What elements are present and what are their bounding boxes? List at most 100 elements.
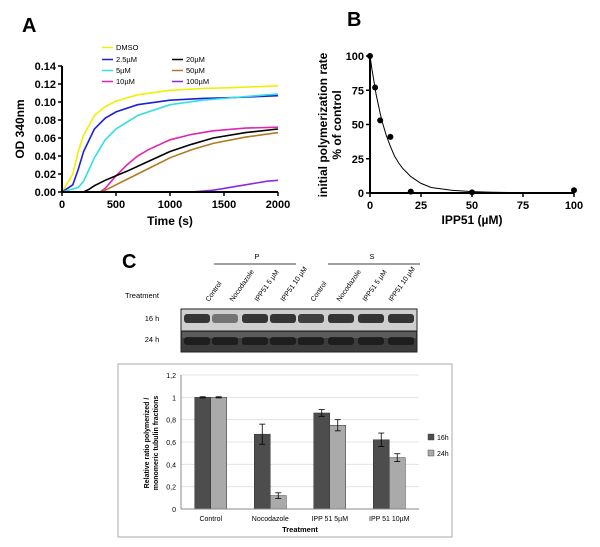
legend-swatch <box>427 433 435 441</box>
lane-label: IPP51 5 µM <box>362 269 389 303</box>
y-ticks: 0.00 0.02 0.04 0.06 0.08 0.10 0.12 0.14 <box>35 61 62 199</box>
x-axis-title: Time (s) <box>147 214 193 228</box>
row-header-treatment: Treatment <box>125 291 160 300</box>
band-24h <box>184 337 210 345</box>
x-ticks: 0 25 50 75 100 <box>367 193 583 212</box>
data-point <box>377 117 384 124</box>
group-label-p: P <box>254 252 259 261</box>
band-16h <box>242 314 268 323</box>
y-tick-label: 1,2 <box>166 373 176 380</box>
band-24h <box>298 337 324 345</box>
y-axis-title-line-1: Relative ratio polymerized / <box>144 398 151 489</box>
lane-label: Nocodazole <box>336 269 363 303</box>
row-label-24h: 24 h <box>145 335 160 344</box>
y-tick-label: 0.02 <box>35 169 56 181</box>
bar-24h-2 <box>329 425 346 510</box>
y-tick-label: 0.12 <box>35 79 56 91</box>
legend-label: DMSO <box>116 43 139 52</box>
series-line-2 <box>61 93 279 193</box>
y-tick-label: 0.00 <box>35 187 56 199</box>
legend-swatch <box>427 449 435 457</box>
x-axis-title: IPP51 (µM) <box>442 213 503 227</box>
data-point <box>372 84 379 91</box>
band-24h <box>388 337 414 345</box>
chart-frame <box>117 363 453 538</box>
legend: 16h 24h <box>427 433 449 458</box>
category-label: IPP 51 10µM <box>369 516 410 523</box>
panel-letter-c: C <box>122 251 136 273</box>
group-label-s: S <box>369 252 374 261</box>
y-tick-label: 50 <box>352 120 364 132</box>
y-tick-label: 25 <box>352 154 364 166</box>
y-tick-label: 0.06 <box>35 133 56 145</box>
y-tick-label: 100 <box>346 51 364 63</box>
y-tick-label: 0,4 <box>166 462 176 469</box>
bar-16h-0 <box>194 397 211 510</box>
y-axis-title-line-2: % of control <box>330 90 344 159</box>
y-tick-label: 1 <box>172 395 176 402</box>
panel-letter-b: B <box>347 9 361 31</box>
x-ticks: 0 500 1000 1500 2000 <box>59 192 290 211</box>
y-axis-title-line-1: initial polymerization rate <box>316 52 330 197</box>
y-tick-label: 0 <box>172 507 176 514</box>
x-tick-label: 1500 <box>212 199 236 211</box>
x-tick-label: 0 <box>59 199 65 211</box>
bar-16h-3 <box>373 439 390 510</box>
band-16h <box>212 314 238 323</box>
y-tick-label: 0,2 <box>166 485 176 492</box>
x-tick-label: 75 <box>517 200 529 212</box>
series-lines <box>61 85 279 193</box>
y-tick-label: 75 <box>352 85 364 97</box>
band-16h <box>298 314 324 323</box>
band-16h <box>388 314 414 323</box>
blot-bands <box>184 314 414 345</box>
series-line-3 <box>62 126 279 193</box>
y-tick-label: 0,6 <box>166 440 176 447</box>
category-label: IPP 51 5µM <box>311 516 348 523</box>
category-label: Nocodazole <box>252 516 289 523</box>
y-tick-label: 0.08 <box>35 115 56 127</box>
bars <box>194 396 406 510</box>
fit-curve <box>369 55 575 194</box>
y-ticks: 0 25 50 75 100 <box>346 51 370 200</box>
y-tick-label: 0.04 <box>35 151 57 163</box>
band-16h <box>328 314 354 323</box>
band-24h <box>328 337 354 345</box>
lane-label: Control <box>205 280 224 303</box>
series-line-4 <box>62 128 279 193</box>
tubulin-ratio-bar-chart: 0 0,2 0,4 0,6 0,8 1 1,2 Control Nocodazole IPP 5… <box>117 363 453 538</box>
y-tick-label: 0 <box>358 188 364 200</box>
legend-label: 100µM <box>186 77 209 86</box>
legend-label: 5µM <box>116 66 131 75</box>
band-16h <box>358 314 384 323</box>
y-tick-label: 0.10 <box>35 97 56 109</box>
rate-dose-response-chart: 0 25 50 75 100 0 25 50 75 100 initial polymeriza… <box>316 51 583 227</box>
x-tick-label: 25 <box>415 200 427 212</box>
band-16h <box>270 314 296 323</box>
category-labels: Control Nocodazole IPP 51 5µM IPP 51 10µM <box>199 516 409 523</box>
band-16h <box>184 314 210 323</box>
x-tick-label: 100 <box>565 200 583 212</box>
blot-strip-24h-upper <box>182 332 416 338</box>
data-point <box>387 133 394 140</box>
band-24h <box>358 337 384 345</box>
legend-label: 16h <box>437 435 449 442</box>
panel-letter-a: A <box>22 15 36 37</box>
bar-16h-2 <box>313 412 330 510</box>
y-axis-title-line-2: monomeric tubulin fractions <box>153 396 160 491</box>
series-line-1 <box>61 94 279 193</box>
band-24h <box>270 337 296 345</box>
bar-24h-0 <box>210 397 227 510</box>
bar-24h-3 <box>389 457 406 510</box>
polymerization-time-course-chart: 0.00 0.02 0.04 0.06 0.08 0.10 0.12 0.14 0 500 100… <box>13 43 290 228</box>
lane-label: Nocodazole <box>229 269 256 303</box>
lane-label: IPP51 10 µM <box>388 266 417 303</box>
lane-label: Control <box>310 280 329 303</box>
y-tick-label: 0.14 <box>35 61 57 73</box>
x-axis-title: Treatment <box>282 525 318 534</box>
row-label-16h: 16 h <box>145 314 160 323</box>
category-label: Control <box>199 516 222 523</box>
